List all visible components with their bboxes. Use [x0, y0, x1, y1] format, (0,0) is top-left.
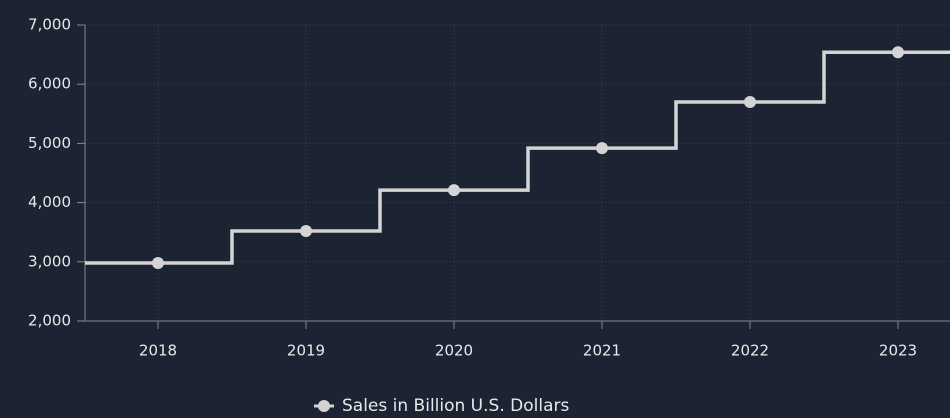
step-line: [85, 50, 950, 265]
y-tick-label: 4,000: [28, 193, 71, 211]
y-tick-label: 3,000: [28, 252, 71, 270]
data-point: [152, 256, 164, 269]
y-tick-label: 7,000: [28, 16, 71, 34]
x-tick-label: 2020: [435, 342, 473, 360]
x-tick-label: 2019: [287, 342, 325, 360]
data-point: [892, 46, 904, 59]
data-point: [448, 184, 460, 197]
y-tick-label: 6,000: [28, 75, 71, 93]
data-point: [596, 142, 608, 155]
data-point: [744, 95, 756, 108]
x-tick-label: 2018: [139, 342, 177, 360]
plot-area: [85, 46, 950, 269]
y-tick-label: 5,000: [28, 134, 71, 152]
x-tick-label: 2023: [879, 342, 917, 360]
y-tick-label: 2,000: [28, 312, 71, 330]
x-tick-label: 2021: [583, 342, 621, 360]
data-point: [300, 225, 312, 238]
legend-label: Sales in Billion U.S. Dollars: [342, 396, 569, 416]
x-tick-label: 2022: [731, 342, 769, 360]
